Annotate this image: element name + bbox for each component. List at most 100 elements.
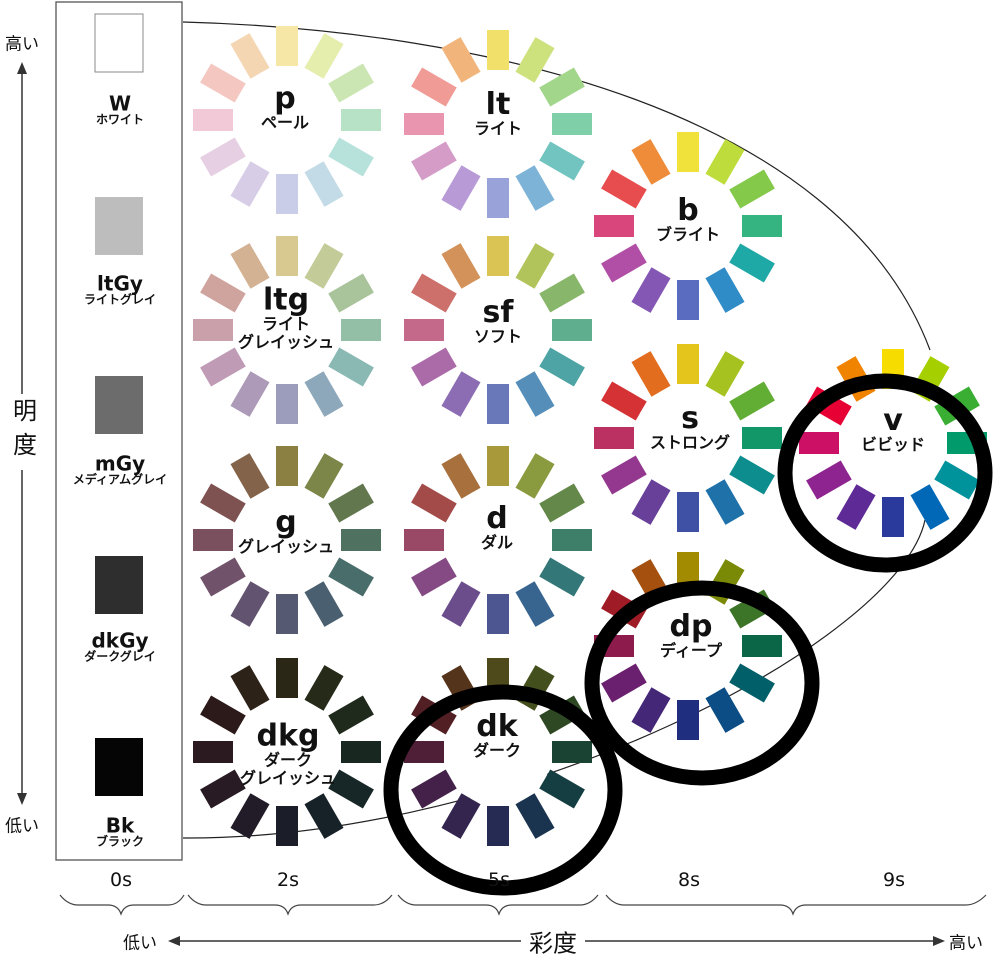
tone-name-line2: グレイッシュ [237, 332, 335, 351]
hue-petal [705, 267, 745, 313]
wheel-hub [233, 486, 341, 594]
tone-code: dk [476, 709, 518, 745]
wheel-hub [634, 384, 742, 492]
hue-petal [276, 174, 298, 214]
tone-name: ソフト [473, 327, 523, 347]
tone-name: ダル [480, 533, 514, 553]
hue-petal [304, 161, 344, 207]
gray-swatch-mgy [95, 376, 143, 434]
tone-name: ダーク [263, 750, 313, 770]
tone-code: b [677, 193, 699, 229]
hue-petal [487, 236, 509, 276]
hue-petal [276, 384, 298, 424]
hue-petal [631, 479, 671, 525]
hue-petal [230, 453, 270, 499]
hue-petal [193, 529, 233, 551]
hue-petal [910, 484, 950, 530]
tone-label-v: v ビビッド [861, 406, 925, 454]
hue-petal [594, 427, 634, 449]
hue-petal [200, 695, 246, 735]
hue-petal [677, 492, 699, 532]
wheel-hub [444, 486, 552, 594]
hue-petal [729, 663, 775, 703]
hue-petal [539, 483, 585, 523]
highlight-ring-v [777, 373, 993, 573]
hue-petal [304, 453, 344, 499]
lightness-arrow-down [17, 793, 27, 805]
hue-petal [441, 581, 481, 627]
hue-petal [539, 347, 585, 387]
gray-swatch-bk [95, 738, 143, 796]
gray-label-bk: Bk ブラック [96, 815, 144, 848]
hue-petal [411, 483, 457, 523]
chroma-axis-title: 彩度 [521, 923, 585, 959]
tone-code: dkg [256, 718, 320, 754]
hue-petal [677, 700, 699, 740]
hue-petal [200, 137, 246, 177]
hue-petal [552, 529, 592, 551]
hue-petal [404, 741, 444, 763]
bracket-5s [397, 894, 599, 916]
gray-code: Bk [105, 813, 135, 838]
hue-petal [487, 446, 509, 486]
gray-code: W [108, 91, 132, 116]
tone-name: ライト [261, 314, 311, 334]
hue-petal [411, 557, 457, 597]
hue-petal [304, 581, 344, 627]
gray-code: dkGy [91, 628, 149, 653]
gray-swatches [94, 13, 144, 796]
gray-swatch-ltgy [95, 197, 143, 255]
hue-petal [631, 351, 671, 397]
hue-petal [729, 455, 775, 495]
gray-label-ltgy: ltGy ライトグレイ [84, 273, 156, 306]
bracket-8s-9s [605, 894, 987, 916]
hue-petal [200, 557, 246, 597]
tone-name-line2: グレイッシュ [239, 768, 337, 787]
hue-petal [200, 347, 246, 387]
hue-petal [601, 169, 647, 209]
chroma-low-label: 低い [121, 928, 159, 954]
hue-petal [515, 243, 555, 289]
wheel-hub [634, 172, 742, 280]
hue-petal [304, 665, 344, 711]
hue-petal [677, 280, 699, 320]
hue-petal [230, 581, 270, 627]
gray-label-dkgy: dkGy ダークグレイ [84, 630, 156, 663]
gray-code: mGy [94, 451, 146, 476]
hue-petal [193, 319, 233, 341]
hue-petal [487, 178, 509, 218]
hue-petal [799, 432, 839, 454]
hue-petal [441, 793, 481, 839]
chroma-arrow-right [933, 936, 945, 946]
chroma-column-0s: 0s [110, 869, 132, 891]
hue-petal [552, 319, 592, 341]
tone-wheel-p [193, 26, 381, 214]
hue-petal [539, 141, 585, 181]
hue-petal [742, 215, 782, 237]
hue-petal [341, 109, 381, 131]
highlight-ring-dk [383, 684, 623, 896]
tone-code: ltg [262, 282, 310, 318]
hue-petal [328, 137, 374, 177]
hue-petal [539, 67, 585, 107]
hue-petal [230, 243, 270, 289]
tone-name: ペール [260, 113, 310, 133]
tone-label-lt: lt ライト [474, 90, 522, 138]
wheel-hub [444, 698, 552, 806]
hue-petal [200, 63, 246, 103]
hue-petal [441, 165, 481, 211]
hue-petal [806, 460, 852, 500]
hue-petal [705, 687, 745, 733]
hue-petal [631, 139, 671, 185]
tone-wheel-ltg [193, 236, 381, 424]
hue-petal [276, 236, 298, 276]
hue-petal [404, 113, 444, 135]
chroma-arrow-left [168, 936, 180, 946]
hue-petal [328, 483, 374, 523]
chroma-high-label: 高い [947, 928, 985, 954]
hue-petal [705, 351, 745, 397]
hue-petal [276, 658, 298, 698]
hue-petal [601, 243, 647, 283]
hue-petal [836, 484, 876, 530]
tone-name: ダーク [472, 741, 522, 761]
